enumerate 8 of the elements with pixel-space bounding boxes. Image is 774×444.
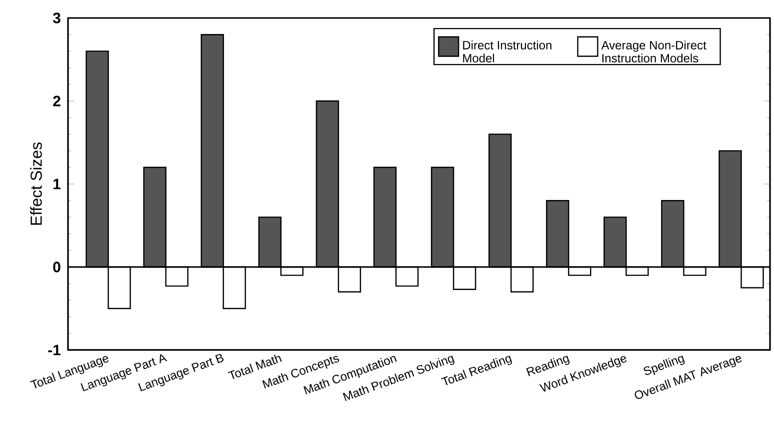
y-tick-label: -1 bbox=[48, 344, 61, 356]
legend-label: Average Non-Direct Instruction Models bbox=[601, 40, 706, 62]
y-tick-label: 1 bbox=[54, 178, 61, 190]
y-tick-label: 2 bbox=[53, 96, 60, 106]
y-axis-title: Effect Sizes bbox=[30, 142, 42, 225]
y-tick-label: 0 bbox=[53, 262, 60, 272]
y-tick-label: 3 bbox=[52, 12, 60, 24]
legend-label: Direct Instruction Model bbox=[463, 40, 552, 62]
